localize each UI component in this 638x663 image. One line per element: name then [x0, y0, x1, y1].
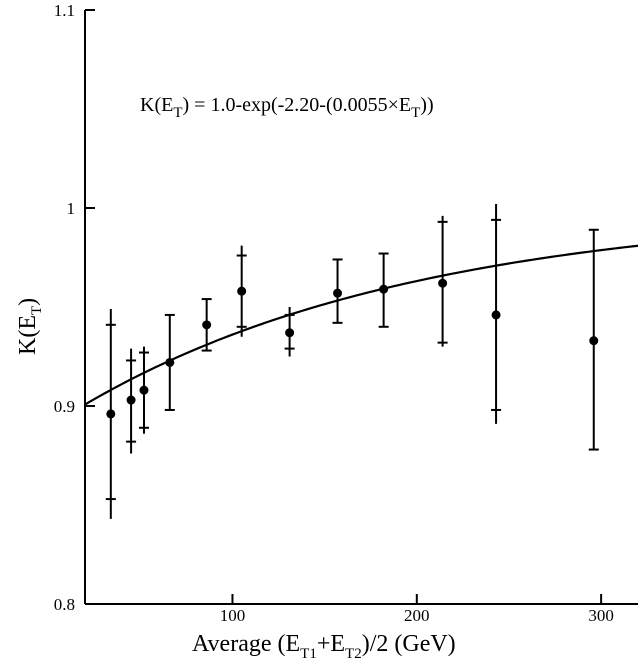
x-title-mid: +E: [317, 631, 345, 657]
point-marker: [202, 320, 212, 330]
formula-subscript-2: T: [411, 105, 420, 121]
data-point-9: [437, 215, 448, 347]
point-marker: [126, 395, 136, 405]
point-marker: [589, 336, 599, 346]
formula-part-1: K(E: [140, 94, 173, 116]
plot-area: 100 200 300 0.8 0.9 1 1.1: [54, 1, 638, 625]
data-point-7: [332, 258, 343, 324]
x-title-sub-1: T1: [300, 646, 317, 662]
fit-curve: [84, 244, 638, 406]
y-tick-label-1: 0.9: [54, 397, 75, 416]
formula-subscript-1: T: [173, 105, 182, 121]
data-point-4: [201, 298, 212, 352]
y-tick-label-3: 1.1: [54, 1, 75, 20]
y-title-sub: T: [29, 306, 45, 315]
point-marker: [139, 385, 149, 395]
point-marker: [237, 286, 247, 296]
y-tick-label-2: 1: [67, 199, 76, 218]
formula-part-3: )): [420, 94, 433, 116]
data-point-6: [284, 307, 295, 357]
point-marker: [438, 278, 448, 288]
data-point-8: [378, 252, 389, 328]
x-title-sub-2: T2: [345, 646, 362, 662]
y-title-suffix: ): [15, 298, 41, 306]
x-tick-label-1: 200: [404, 606, 430, 625]
data-point-3: [164, 313, 175, 411]
x-title-prefix: Average (E: [192, 631, 300, 657]
y-axis-title: K(ET): [15, 298, 45, 355]
data-point-0: [105, 308, 116, 519]
point-marker: [165, 357, 175, 367]
point-marker: [379, 284, 389, 294]
x-tick-label-2: 300: [588, 606, 614, 625]
data-point-2: [138, 346, 149, 434]
data-point-1: [126, 348, 137, 454]
x-axis-title: Average (ET1+ET2)/2 (GeV): [192, 631, 456, 662]
data-point-5: [236, 245, 247, 337]
point-marker: [491, 310, 501, 320]
data-point-10: [491, 204, 502, 424]
point-marker: [106, 409, 116, 419]
data-point-11: [588, 228, 599, 451]
fit-formula-annotation: K(ET) = 1.0-exp(-2.20-(0.0055×ET)): [140, 94, 434, 121]
point-marker: [333, 288, 343, 298]
x-tick-label-0: 100: [220, 606, 246, 625]
y-tick-label-0: 0.8: [54, 595, 75, 614]
y-title-prefix: K(E: [15, 315, 41, 355]
point-marker: [285, 328, 295, 338]
x-title-suffix: )/2 (GeV): [362, 631, 456, 657]
formula-part-2: ) = 1.0-exp(-2.20-(0.0055×E: [183, 94, 412, 116]
